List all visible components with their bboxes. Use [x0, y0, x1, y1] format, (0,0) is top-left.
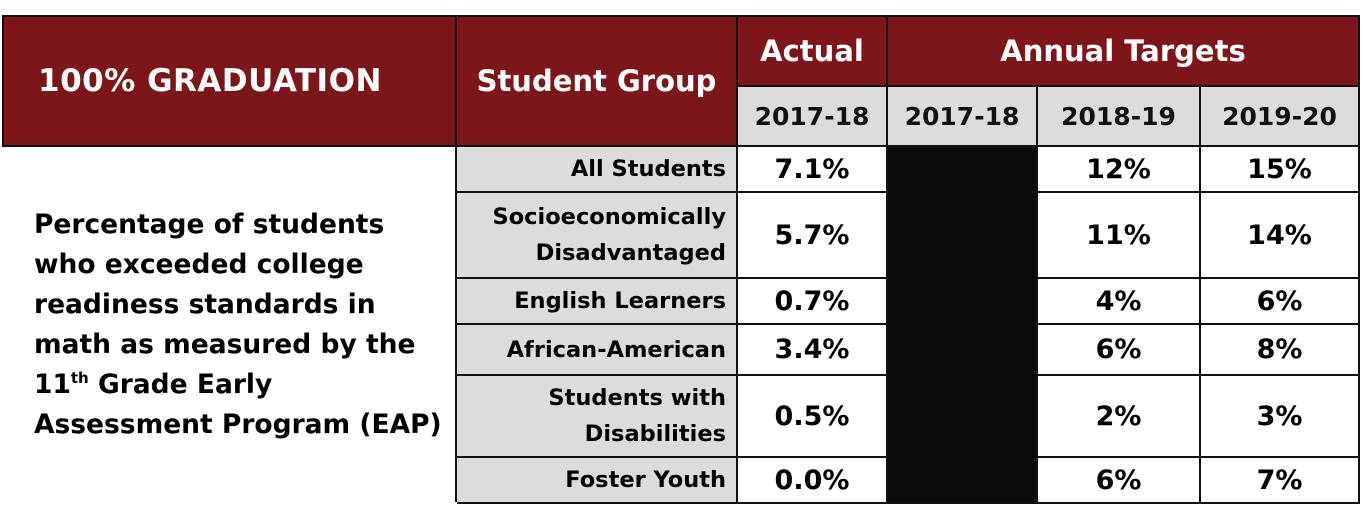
student-group-cell: All Students [455, 145, 738, 193]
student-group-label: Foster Youth [565, 467, 726, 493]
student-group-cell: Socioeconomically Disadvantaged [455, 191, 738, 279]
actual-value: 3.4% [736, 323, 888, 376]
table-row: Students with Disabilities 0.5% 2% 3% [3, 374, 1360, 458]
actual-value: 7.1% [736, 145, 888, 193]
table-row: English Learners 0.7% 4% 6% [3, 277, 1360, 325]
student-group-label: Socioeconomically [492, 204, 726, 230]
target-value-2018-19: 6% [1036, 323, 1201, 376]
actual-value: 0.5% [736, 374, 888, 458]
student-group-label: Students with [548, 385, 726, 411]
target-value-2019-20: 8% [1199, 323, 1360, 376]
description-line: Percentage of students [34, 208, 385, 240]
description-line: Assessment Program (EAP) [34, 408, 442, 440]
student-group-cell: African-American [455, 323, 738, 376]
year-header-target-3: 2019-20 [1199, 85, 1360, 147]
annual-targets-header: Annual Targets [886, 15, 1360, 87]
student-group-label: English Learners [514, 288, 726, 314]
table-row: Foster Youth 0.0% 6% 7% [3, 456, 1360, 504]
target-value-2019-20: 3% [1199, 374, 1360, 458]
description-line: readiness standards in [34, 288, 376, 320]
actual-value: 5.7% [736, 191, 888, 279]
student-group-header: Student Group [455, 15, 738, 147]
eap-targets-table: 100% GRADUATION Student Group Actual Ann… [2, 15, 1360, 504]
table-title: 100% GRADUATION [2, 15, 457, 147]
target-value-2018-19: 4% [1036, 277, 1201, 325]
grade-text: Grade Early [88, 368, 273, 400]
year-header-target-1: 2017-18 [886, 85, 1038, 147]
table-row: African-American 3.4% 6% 8% [3, 323, 1360, 376]
target-value-2019-20: 15% [1199, 145, 1360, 193]
header-row-top: 100% GRADUATION Student Group Actual Ann… [2, 15, 1360, 147]
description-line: 11th Grade Early [34, 365, 455, 405]
actual-header: Actual [736, 15, 888, 87]
target-value-2018-19: 2% [1036, 374, 1201, 458]
target-value-2018-19: 6% [1036, 456, 1201, 504]
grade-number: 11 [34, 368, 71, 400]
grade-suffix: th [70, 368, 89, 387]
description-line: math as measured by the [34, 328, 416, 360]
actual-value: 0.7% [736, 277, 888, 325]
student-group-label-line2: Disabilities [584, 421, 726, 447]
student-group-label: African-American [506, 336, 726, 363]
student-group-cell: English Learners [455, 277, 738, 325]
header-row-years: 2017-18 2017-18 2018-19 2019-20 [3, 85, 1360, 147]
student-group-label-line2: Disadvantaged [535, 240, 726, 266]
metric-description: Percentage of students who exceeded coll… [2, 145, 457, 504]
target-value-2018-19: 12% [1036, 145, 1201, 193]
student-group-cell: Foster Youth [455, 456, 738, 504]
year-header-target-2: 2018-19 [1036, 85, 1201, 147]
year-header-actual: 2017-18 [736, 85, 888, 147]
target-value-2018-19: 11% [1036, 191, 1201, 279]
target-value-2019-20: 7% [1199, 456, 1360, 504]
masked-target-column [886, 145, 1038, 504]
table-row: Socioeconomically Disadvantaged 5.7% 11%… [3, 191, 1360, 279]
target-value-2019-20: 6% [1199, 277, 1360, 325]
description-line: who exceeded college [34, 248, 364, 280]
target-value-2019-20: 14% [1199, 191, 1360, 279]
student-group-cell: Students with Disabilities [455, 374, 738, 458]
table-row: Percentage of students who exceeded coll… [2, 145, 1360, 504]
student-group-label: All Students [570, 156, 726, 182]
actual-value: 0.0% [736, 456, 888, 504]
